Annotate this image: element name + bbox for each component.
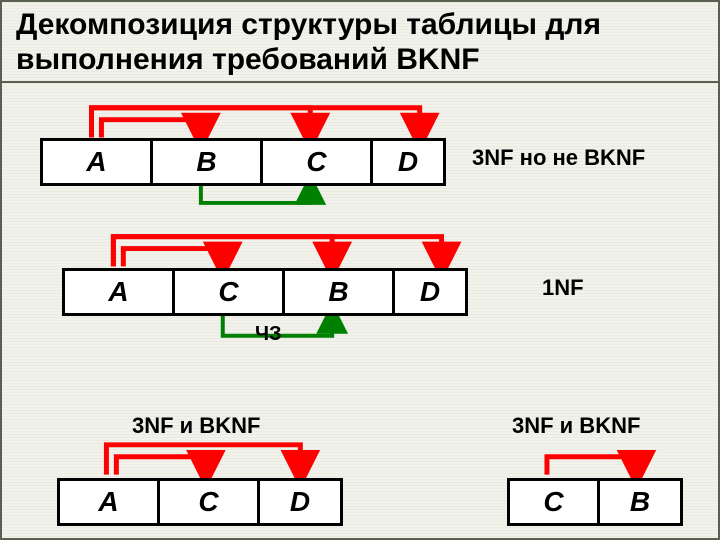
- label-3nf-bknf-right: 3NF и BKNF: [512, 413, 640, 439]
- cell-c: C: [263, 141, 373, 183]
- label-3nf-not-bknf: 3NF но не BKNF: [472, 145, 645, 171]
- cell-a: A: [65, 271, 175, 313]
- cell-d: D: [395, 271, 465, 313]
- label-cz: ЧЗ: [255, 323, 282, 346]
- cell-c: C: [160, 481, 260, 523]
- page-title: Декомпозиция структуры таблицы для выпол…: [2, 2, 718, 83]
- cell-c: C: [175, 271, 285, 313]
- cell-d: D: [260, 481, 340, 523]
- table-3: ACD: [57, 478, 343, 526]
- table-2: ACBD: [62, 268, 468, 316]
- cell-a: A: [60, 481, 160, 523]
- label-3nf-bknf-left: 3NF и BKNF: [132, 413, 260, 439]
- cell-b: B: [285, 271, 395, 313]
- cell-d: D: [373, 141, 443, 183]
- label-1nf: 1NF: [542, 275, 584, 301]
- cell-c: C: [510, 481, 600, 523]
- cell-b: B: [600, 481, 680, 523]
- table-4: CB: [507, 478, 683, 526]
- diagram-stage: ABCD ACBD ACD CB 3NF но не BKNF 1NF ЧЗ 3…: [2, 83, 718, 539]
- cell-b: B: [153, 141, 263, 183]
- cell-a: A: [43, 141, 153, 183]
- table-1: ABCD: [40, 138, 446, 186]
